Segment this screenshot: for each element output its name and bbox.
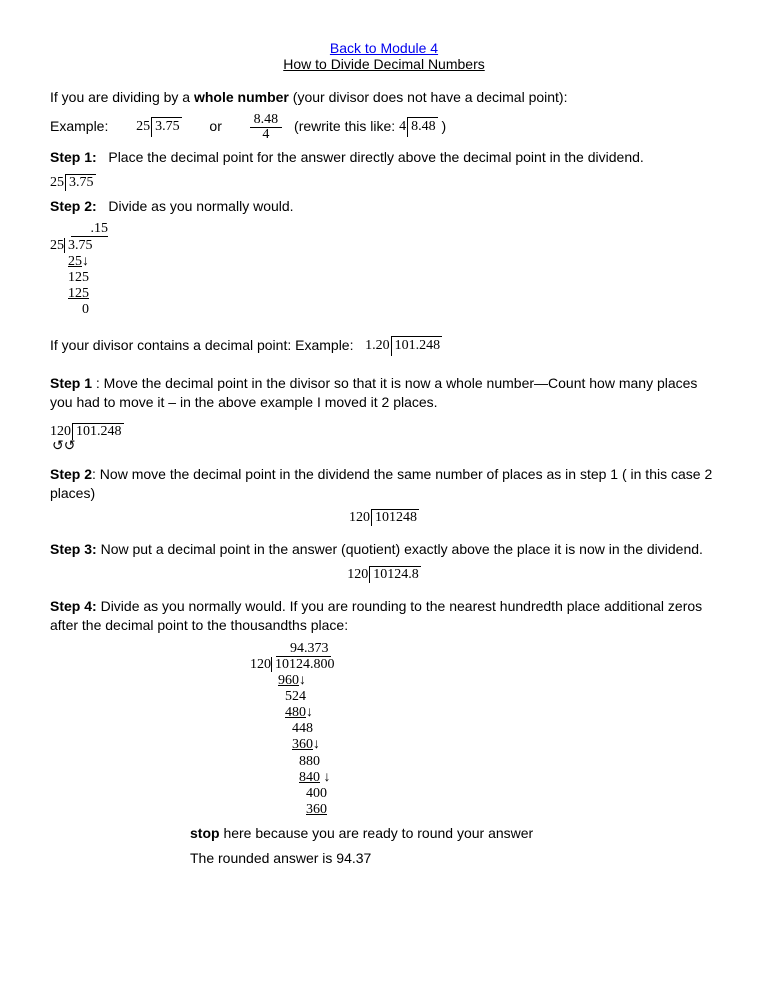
step-b2-work: 120101248 [50,509,718,527]
divisor: 25 [50,175,64,191]
step-label: Step 4: [50,598,97,614]
divisor: 4 [399,118,406,137]
long-division: 253.75 [50,174,96,191]
work-line: 524 [285,689,306,704]
work-line: 360 [292,737,313,752]
step-a2-work: .15 253.75 25↓ 125 125 0 [50,221,718,318]
dividend: 3.75 [64,238,93,253]
divisor: 1.20 [365,337,390,356]
dividend: 10124.8 [369,566,421,583]
page-title: How to Divide Decimal Numbers [283,56,485,72]
rounded-line: The rounded answer is 94.37 [190,849,718,868]
dividend: 101.248 [391,336,443,356]
long-division: 1.20101.248 [365,336,442,356]
step-label: Step 1 [50,375,92,391]
step-text: Place the decimal point for the answer d… [108,149,643,165]
divisor: 120 [50,424,71,440]
dividend: 101.248 [72,423,124,440]
header-block: Back to Module 4 How to Divide Decimal N… [50,40,718,72]
step-b1-work: 120101.248 ↺↺ [50,422,718,455]
step-b2: Step 2: Now move the decimal point in th… [50,465,718,503]
dividend: 3.75 [151,117,182,137]
stop-line: stop here because you are ready to round… [190,824,718,843]
dividend: 3.75 [65,174,96,191]
dividend: 8.48 [407,117,438,137]
work-line: 360 [306,802,327,817]
work-line: 448 [292,721,313,736]
denominator: 4 [250,128,283,142]
example-row: Example: 253.75 or 8.48 4 (rewrite this … [50,113,718,142]
step-b4-work: 94.373 12010124.800 960↓ 524 480↓ 448 36… [250,641,718,818]
intro-line: If you are dividing by a whole number (y… [50,88,718,107]
divisor: 120 [347,567,368,583]
step-text: Divide as you normally would. [108,198,293,214]
divisor: 120 [250,657,271,672]
or-label: or [209,118,221,134]
work-line: 125 [68,286,89,301]
work-line: 480 [285,705,306,720]
work-line: 125 [68,270,89,285]
step-label: Step 2 [50,466,92,482]
step-label: Step 2: [50,198,97,214]
work-line: 960 [278,673,299,688]
step-text: Divide as you normally would. If you are… [50,598,702,633]
work-line: 25 [68,254,82,269]
partb-text: If your divisor contains a decimal point… [50,337,353,353]
step-label: Step 1: [50,149,97,165]
dividend: 101248 [371,509,419,526]
intro-a: If you are dividing by a [50,89,194,105]
stop-bold: stop [190,825,220,841]
step-b3: Step 3: Now put a decimal point in the a… [50,540,718,559]
step-b1: Step 1 : Move the decimal point in the d… [50,374,718,412]
fraction: 8.48 4 [250,113,283,142]
divisor: 25 [136,118,150,137]
step-b4: Step 4: Divide as you normally would. If… [50,597,718,635]
step-text: : Now move the decimal point in the divi… [50,466,712,501]
long-division-2: 48.48 [399,117,438,137]
divisor: 120 [349,510,370,526]
arc-marks: ↺↺ [52,438,718,455]
divisor: 25 [50,238,64,253]
work-line: 880 [299,754,320,769]
step-label: Step 3: [50,541,97,557]
rewrite-b: ) [441,118,446,134]
numerator: 8.48 [250,113,283,128]
back-link[interactable]: Back to Module 4 [330,40,438,56]
work-line: 840 [299,770,320,785]
long-division: 120101.248 [50,423,124,440]
dividend: 10124.800 [271,657,335,672]
long-division-1: 253.75 [136,117,182,137]
partb-intro: If your divisor contains a decimal point… [50,336,718,356]
stop-text: here because you are ready to round your… [220,825,534,841]
long-division: 120101248 [349,509,419,526]
step-b3-work: 12010124.8 [50,565,718,583]
rounded-text: The rounded answer is 94.37 [190,850,371,866]
step-text: Now put a decimal point in the answer (q… [97,541,703,557]
intro-bold: whole number [194,89,289,105]
work-line: 400 [306,786,327,801]
step-a2: Step 2: Divide as you normally would. [50,197,718,216]
step-a1: Step 1: Place the decimal point for the … [50,148,718,167]
rewrite-a: (rewrite this like: [294,118,399,134]
work-line: 0 [82,302,89,317]
example-label: Example: [50,118,108,134]
step-text: : Move the decimal point in the divisor … [50,375,697,410]
intro-b: (your divisor does not have a decimal po… [289,89,568,105]
quotient: .15 [71,221,109,237]
step-a1-work: 253.75 [50,173,718,191]
quotient: 94.373 [276,641,331,657]
long-division: 12010124.8 [347,566,421,583]
